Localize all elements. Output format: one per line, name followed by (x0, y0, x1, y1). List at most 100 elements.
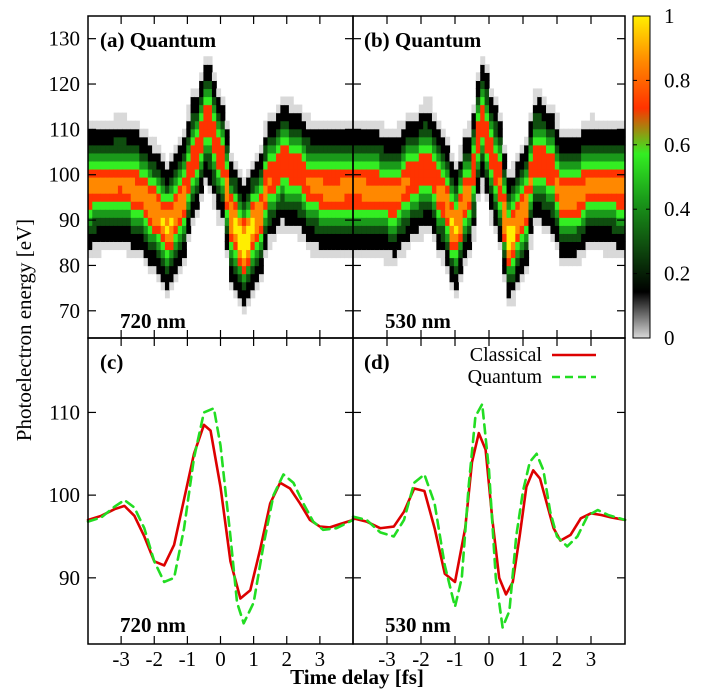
heatmap-cell (186, 128, 192, 138)
heatmap-cell (515, 152, 521, 162)
heatmap-cell (427, 128, 433, 138)
heatmap-cell (323, 217, 328, 226)
heatmap-cell (301, 168, 307, 178)
heatmap-cell (396, 120, 402, 130)
heatmap-cell (109, 136, 115, 146)
heatmap-cell (366, 177, 372, 186)
heatmap-cell (284, 177, 290, 186)
heatmap-cell (327, 233, 333, 242)
heatmap-cell (203, 168, 209, 178)
heatmap-cell (246, 193, 252, 202)
heatmap-cell (559, 201, 565, 210)
heatmap-cell (310, 193, 316, 202)
heatmap-cell (305, 241, 311, 251)
heatmap-cell (480, 72, 486, 81)
heatmap-cell (224, 128, 230, 138)
heatmap-cell (263, 120, 269, 130)
heatmap-cell (237, 257, 243, 267)
heatmap-cell (164, 257, 170, 267)
heatmap-cell (293, 209, 299, 218)
heatmap-cell (88, 144, 93, 154)
heatmap-cell (88, 160, 93, 170)
heatmap-cell (423, 217, 429, 226)
heatmap-cell (152, 257, 157, 267)
heatmap-cell (467, 168, 473, 178)
heatmap-cell (293, 120, 299, 130)
heatmap-cell (445, 144, 451, 154)
heatmap-cell (331, 177, 337, 186)
heatmap-cell (414, 185, 420, 194)
heatmap-cell (581, 233, 587, 242)
heatmap-cell (246, 209, 252, 218)
heatmap-cell (237, 201, 243, 210)
heatmap-cell (392, 217, 398, 226)
heatmap-cell (405, 160, 411, 170)
heatmap-cell (475, 80, 481, 90)
heatmap-cell (130, 249, 136, 259)
heatmap-cell (169, 241, 175, 251)
heatmap-cell (293, 136, 299, 146)
heatmap-cell (353, 249, 358, 259)
heatmap-cell (229, 225, 234, 234)
heatmap-cell (453, 217, 459, 226)
heatmap-cell (335, 152, 341, 162)
heatmap-cell (581, 241, 587, 251)
heatmap-cell (199, 152, 204, 162)
heatmap-cell (594, 168, 600, 178)
heatmap-cell (506, 177, 512, 186)
heatmap-cell (344, 225, 350, 234)
heatmap-cell (216, 185, 222, 194)
heatmap-cell (449, 193, 455, 202)
heatmap-cell (323, 185, 328, 194)
heatmap-cell (370, 209, 376, 218)
heatmap-cell (559, 152, 565, 162)
heatmap-cell (258, 185, 264, 194)
heatmap-cell (109, 225, 115, 234)
heatmap-cell (449, 201, 455, 210)
heatmap-cell (139, 241, 145, 251)
heatmap-cell (186, 201, 192, 210)
heatmap-cell (105, 168, 110, 178)
heatmap-cell (254, 160, 260, 170)
heatmap-cell (370, 201, 376, 210)
y-tick-label: 110 (49, 117, 80, 141)
heatmap-cell (258, 177, 264, 186)
heatmap-cell (280, 201, 286, 210)
heatmap-cell (297, 144, 303, 154)
heatmap-cell (440, 160, 446, 170)
heatmap-cell (301, 233, 307, 242)
heatmap-cell (467, 144, 473, 154)
heatmap-cell (576, 136, 582, 146)
heatmap-cell (506, 168, 512, 178)
heatmap-cell (293, 144, 299, 154)
heatmap-cell (173, 217, 179, 226)
heatmap-cell (233, 185, 239, 194)
heatmap-cell (156, 217, 162, 226)
heatmap-cell (276, 193, 281, 202)
heatmap-cell (594, 177, 600, 186)
heatmap-cell (559, 217, 565, 226)
heatmap-cell (519, 177, 525, 186)
heatmap-cell (241, 289, 247, 299)
heatmap-cell (237, 265, 243, 275)
heatmap-cell (603, 177, 609, 186)
heatmap-cell (396, 225, 402, 234)
heatmap-cell (519, 249, 525, 259)
heatmap-cell (489, 88, 494, 98)
heatmap-cell (589, 144, 595, 154)
heatmap-cell (224, 177, 230, 186)
y-tick-label: 110 (49, 400, 80, 424)
heatmap-cell (550, 209, 556, 218)
heatmap-cell (224, 136, 230, 146)
heatmap-cell (280, 112, 286, 122)
heatmap-cell (301, 217, 307, 226)
heatmap-cell (589, 160, 595, 170)
heatmap-cell (546, 209, 552, 218)
heatmap-cell (267, 201, 273, 210)
heatmap-cell (284, 152, 290, 162)
heatmap-cell (366, 249, 372, 259)
heatmap-cell (594, 201, 600, 210)
heatmap-cell (267, 120, 273, 130)
heatmap-cell (182, 128, 187, 138)
heatmap-cell (620, 168, 626, 178)
